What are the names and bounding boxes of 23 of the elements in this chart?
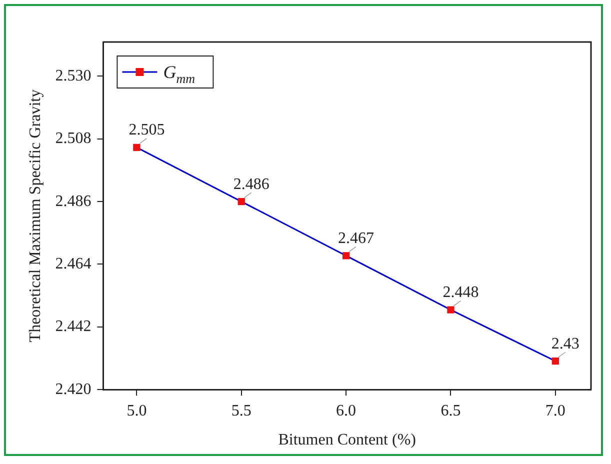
point [552,358,559,365]
y-tick-label: 2.464 [55,255,92,272]
point [447,306,454,314]
x-tick-label: 5.0 [126,402,147,420]
y-tick-label: 2.442 [55,318,92,336]
y-tick-label: 2.508 [55,130,92,148]
data-label: 2.43 [551,335,580,352]
point [342,252,350,260]
y-tick-label: 2.420 [55,380,92,398]
x-tick-label: 6.0 [336,402,356,420]
y-tick-label: 2.486 [55,192,92,210]
data-label: 2.505 [128,122,165,139]
data-label: 2.448 [442,284,479,302]
data-label: 2.467 [338,230,374,247]
y-axis-title: Theoretical Maximum Specific Gravity [26,89,44,342]
x-tick-label: 7.0 [545,402,566,420]
x-tick-label: 5.5 [231,402,252,420]
point [238,198,245,206]
x-tick-label: 6.5 [440,402,461,420]
x-axis-title: Bitumen Content (%) [278,432,416,449]
data-label: 2.486 [233,176,270,193]
point [133,144,140,151]
y-tick-label: 2.530 [55,67,92,84]
